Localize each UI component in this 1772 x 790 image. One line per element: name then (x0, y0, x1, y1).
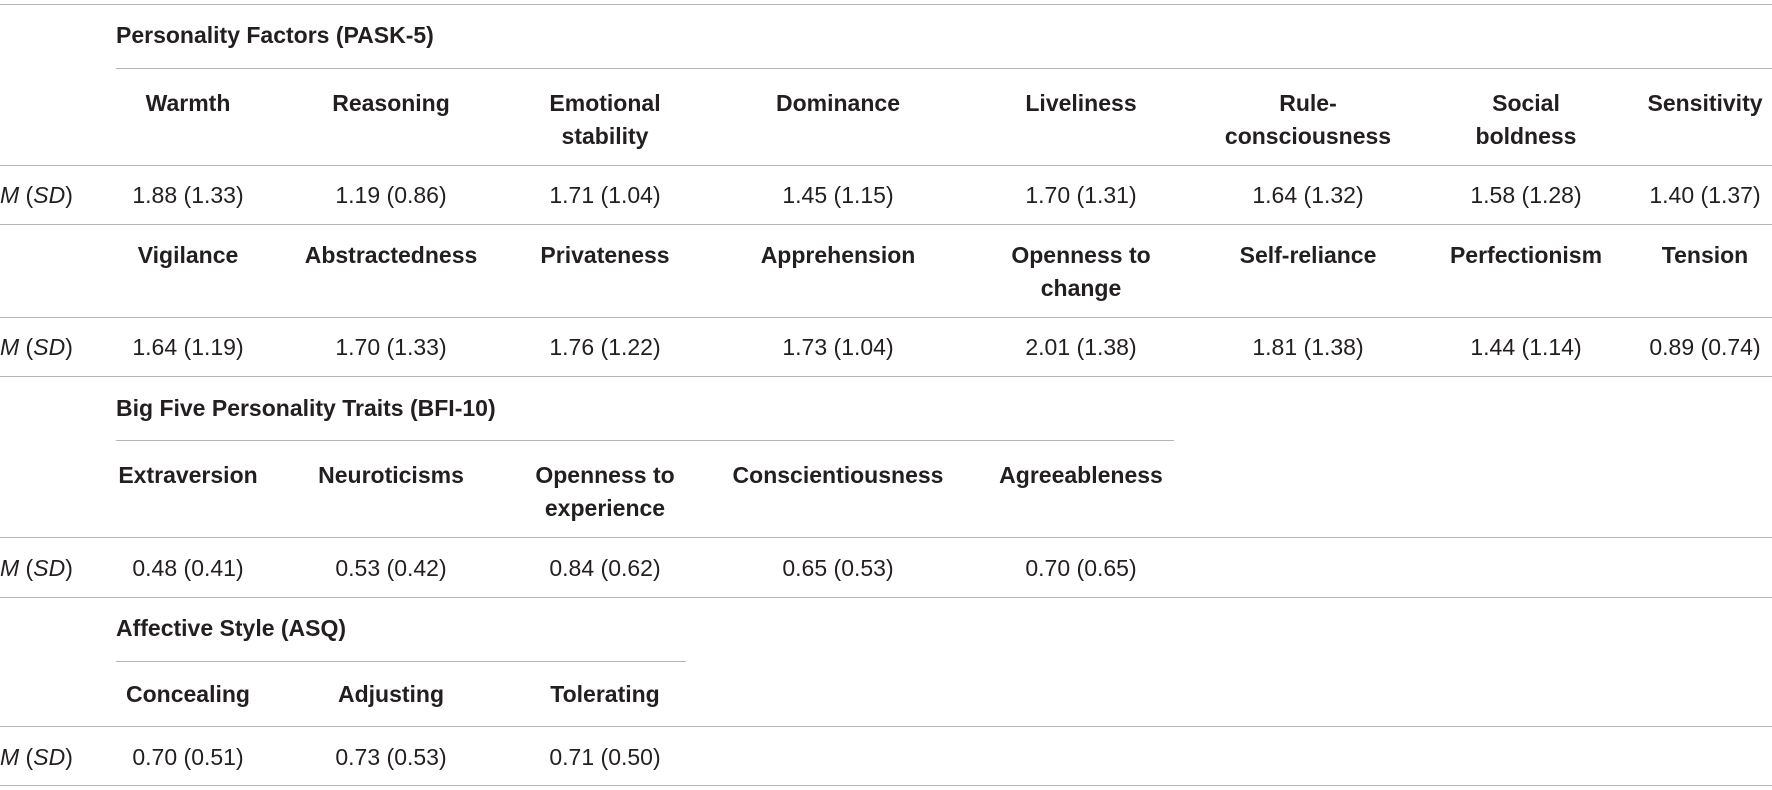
header-concealing: Concealing (126, 681, 250, 707)
value-rule-consciousness: 1.64 (1.32) (1252, 182, 1364, 208)
value-openness-to-experience: 0.84 (0.62) (549, 555, 661, 581)
header-warmth: Warmth (145, 90, 231, 116)
value-social-boldness: 1.58 (1.28) (1470, 182, 1582, 208)
value-privateness: 1.76 (1.22) (549, 334, 661, 360)
header-reasoning: Reasoning (332, 90, 450, 116)
value-abstractedness: 1.70 (1.33) (335, 334, 447, 360)
value-self-reliance: 1.81 (1.38) (1252, 334, 1364, 360)
asq-header-rule (0, 726, 1772, 727)
value-concealing: 0.70 (0.51) (132, 744, 244, 770)
asq-group-rule (116, 661, 686, 662)
header-agreeableness: Agreeableness (999, 462, 1163, 488)
value-conscientiousness: 0.65 (0.53) (782, 555, 894, 581)
header-sensitivity: Sensitivity (1647, 90, 1763, 116)
asq-section-title: Affective Style (ASQ) (116, 615, 347, 641)
header-dominance: Dominance (776, 90, 900, 116)
value-apprehension: 1.73 (1.04) (782, 334, 894, 360)
value-vigilance: 1.64 (1.19) (132, 334, 244, 360)
row-label-msd: M (SD) (0, 182, 73, 208)
bfi-value-rule (0, 597, 1772, 598)
pask-row2-header-rule (0, 317, 1772, 318)
value-emotional-stability: 1.71 (1.04) (549, 182, 661, 208)
table-top-rule (0, 4, 1772, 5)
value-tension: 0.89 (0.74) (1649, 334, 1761, 360)
header-social-boldness: Social boldness (1475, 90, 1577, 149)
header-vigilance: Vigilance (137, 242, 239, 268)
header-apprehension: Apprehension (760, 242, 916, 268)
header-openness-to-change: Openness to change (1011, 242, 1151, 301)
pask-row1-header-rule (0, 165, 1772, 166)
row-label-msd: M (SD) (0, 555, 73, 581)
header-emotional-stability: Emotional stability (549, 90, 661, 149)
value-sensitivity: 1.40 (1.37) (1649, 182, 1761, 208)
header-perfectionism: Perfectionism (1449, 242, 1603, 268)
pask-row1-value-rule (0, 224, 1772, 225)
header-openness-to-experience: Openness to experience (535, 462, 675, 521)
row-label-msd: M (SD) (0, 744, 73, 770)
bfi-header-rule (0, 537, 1772, 538)
header-tolerating: Tolerating (550, 681, 660, 707)
value-neuroticisms: 0.53 (0.42) (335, 555, 447, 581)
header-liveliness: Liveliness (1025, 90, 1137, 116)
pask-section-title: Personality Factors (PASK-5) (116, 22, 434, 48)
header-extraversion: Extraversion (118, 462, 258, 488)
table-bottom-rule (0, 785, 1772, 786)
header-self-reliance: Self-reliance (1239, 242, 1377, 268)
row-label-msd: M (SD) (0, 334, 73, 360)
header-neuroticisms: Neuroticisms (318, 462, 464, 488)
bfi-group-rule (116, 440, 1174, 441)
value-dominance: 1.45 (1.15) (782, 182, 894, 208)
value-reasoning: 1.19 (0.86) (335, 182, 447, 208)
value-agreeableness: 0.70 (0.65) (1025, 555, 1137, 581)
bfi-section-title: Big Five Personality Traits (BFI-10) (116, 395, 496, 421)
header-rule-consciousness: Rule-consciousness (1224, 90, 1392, 149)
header-tension: Tension (1661, 242, 1749, 268)
value-liveliness: 1.70 (1.31) (1025, 182, 1137, 208)
value-tolerating: 0.71 (0.50) (549, 744, 661, 770)
value-perfectionism: 1.44 (1.14) (1470, 334, 1582, 360)
header-privateness: Privateness (540, 242, 670, 268)
value-openness-to-change: 2.01 (1.38) (1025, 334, 1137, 360)
header-abstractedness: Abstractedness (304, 242, 478, 268)
header-conscientiousness: Conscientiousness (732, 462, 944, 488)
value-extraversion: 0.48 (0.41) (132, 555, 244, 581)
pask-group-rule (116, 68, 1772, 69)
pask-row2-value-rule (0, 376, 1772, 377)
value-warmth: 1.88 (1.33) (132, 182, 244, 208)
value-adjusting: 0.73 (0.53) (335, 744, 447, 770)
header-adjusting: Adjusting (337, 681, 445, 707)
